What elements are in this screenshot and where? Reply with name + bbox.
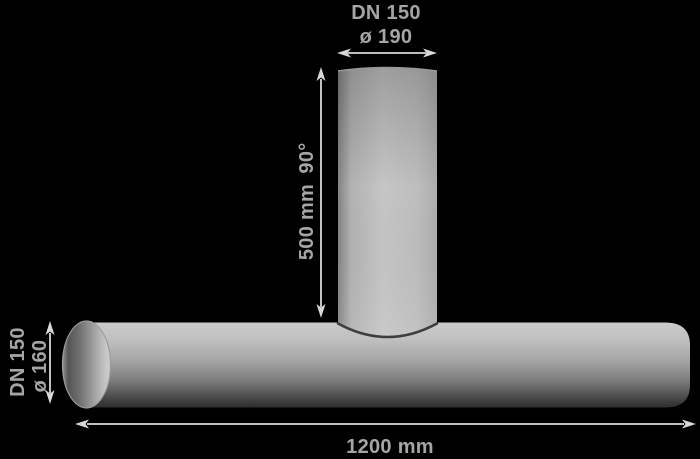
pipe-opening — [61, 320, 112, 409]
horizontal-pipe-body — [86, 322, 690, 408]
arrow-right-icon — [423, 48, 437, 58]
arrow-up-icon — [45, 321, 55, 335]
dimension-run-length: 1200 mm — [75, 419, 696, 458]
branch-angle-label: 90° — [296, 142, 318, 173]
arrow-down-icon — [45, 390, 55, 404]
dimension-run-diameter: DN 150 ø 160 — [7, 321, 55, 404]
dimension-branch-diameter: DN 150 ø 190 — [337, 2, 437, 58]
arrow-up-icon — [316, 67, 326, 81]
dimension-branch-length: 500 mm 90° — [296, 67, 326, 318]
vertical-pipe-shading — [338, 67, 437, 337]
branch-dn-label: DN 150 — [351, 2, 421, 24]
arrow-left-icon — [337, 48, 351, 58]
arrow-left-icon — [75, 419, 89, 429]
arrow-down-icon — [316, 304, 326, 318]
run-length-label: 1200 mm — [346, 436, 434, 458]
weld-seam-arc — [336, 322, 439, 339]
branch-diameter-label: ø 190 — [360, 26, 413, 48]
vertical-pipe-top-edge — [337, 66, 438, 72]
run-diameter-label: ø 160 — [29, 340, 51, 393]
branch-length-label: 500 mm — [296, 184, 318, 260]
horizontal-pipe — [61, 320, 690, 409]
run-dn-label: DN 150 — [7, 327, 29, 397]
arrow-right-icon — [682, 419, 696, 429]
vertical-pipe — [336, 66, 439, 339]
